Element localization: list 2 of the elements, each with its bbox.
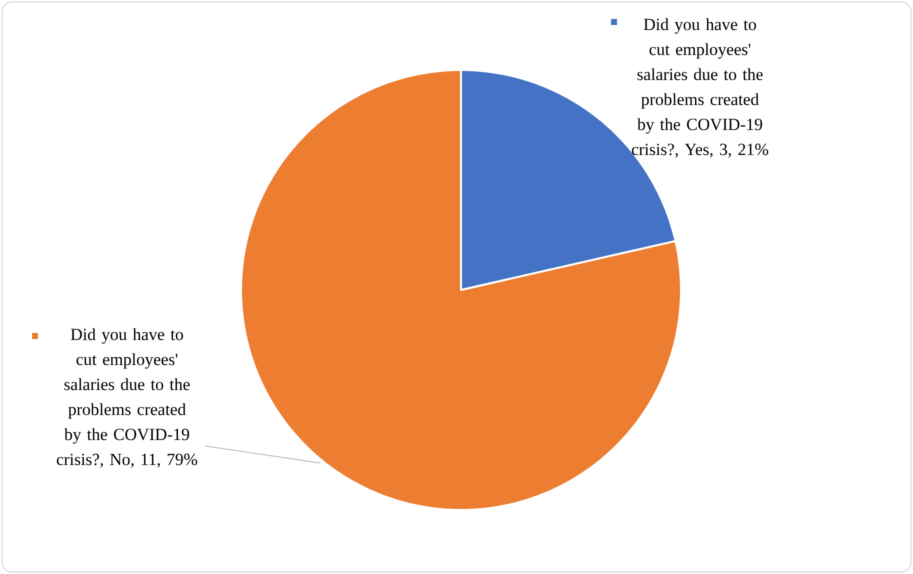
legend-label: Did you have to cut employees' salaries due to the problems created by the COVID-19 crisis?, No, 11, 79% [56, 328, 198, 468]
legend-label: Did you have to cut employees' salaries due to the problems created by the COVID-19 crisis?, Yes, 3, 21% [632, 18, 768, 158]
